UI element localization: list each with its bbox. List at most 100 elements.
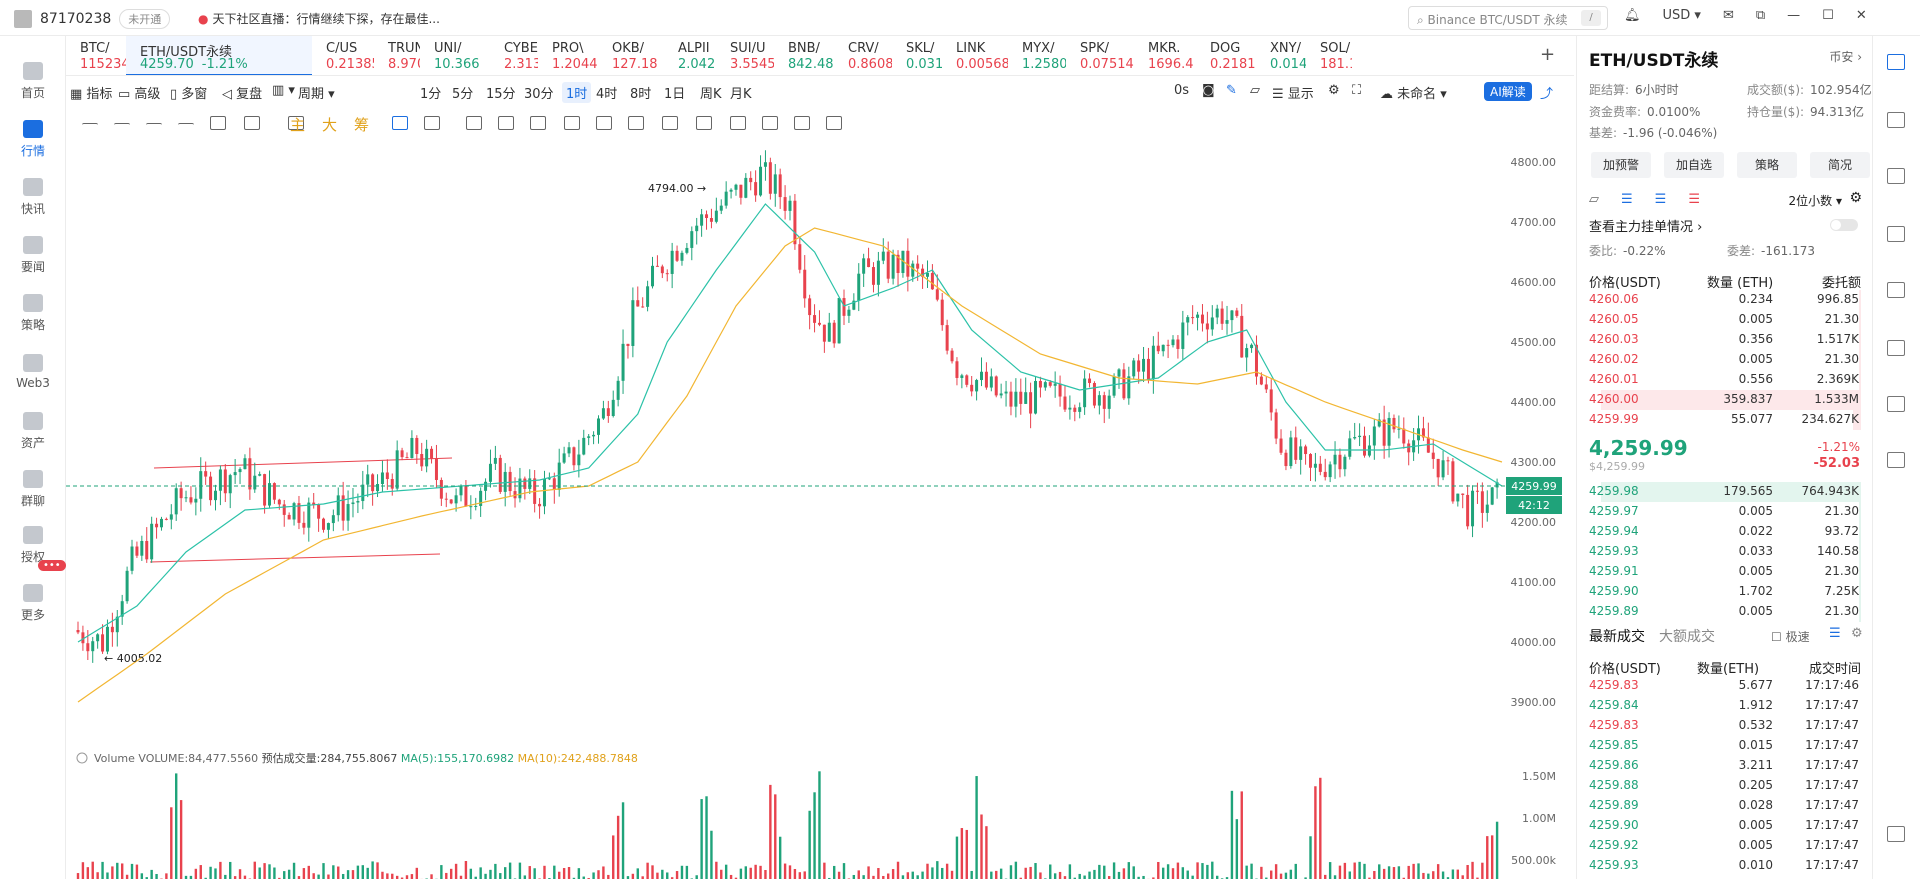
bell-icon[interactable]: 🔔︎ <box>1624 8 1641 23</box>
ticker-tab[interactable]: UNI/10.366 <box>420 36 490 75</box>
tool-11-icon[interactable] <box>762 116 778 130</box>
maximize-icon[interactable]: ☐ <box>1822 8 1834 23</box>
replay-button[interactable]: ◁ 复盘 <box>222 87 263 102</box>
book-both-icon[interactable]: ☰ <box>1621 192 1633 207</box>
ticker-tab[interactable]: C/US0.21385 <box>312 36 374 75</box>
multi-window-button[interactable]: ▯ 多窗 <box>170 87 208 102</box>
tab-latest-trades[interactable]: 最新成交 <box>1589 629 1645 645</box>
draw-tool-0-icon[interactable] <box>82 123 98 137</box>
close-icon[interactable]: ✕ <box>1855 8 1867 23</box>
search-input[interactable]: ⌕ Binance BTC/USDT 永续 / <box>1408 6 1608 30</box>
ask-row[interactable]: 4260.06 0.234 996.85 <box>1589 290 1873 310</box>
draw-tool-5-icon[interactable] <box>244 116 260 130</box>
ob-col-qty[interactable]: 数量 (ETH) <box>1707 276 1774 291</box>
tool-12-icon[interactable] <box>794 116 810 130</box>
interval-3[interactable]: 30分 <box>524 87 554 102</box>
depth-link[interactable]: 查看主力挂单情况 › <box>1589 220 1703 235</box>
settings-icon[interactable]: ⚙ <box>1328 83 1340 98</box>
display-button[interactable]: ☰ 显示 <box>1272 87 1314 102</box>
ticker-tab[interactable]: BNB/842.48 <box>774 36 834 75</box>
ticker-tab[interactable]: PRO\ 1.2044 <box>538 36 598 75</box>
right-tool-0-icon[interactable] <box>1887 54 1905 70</box>
rp-button-0[interactable]: 加预警 <box>1591 152 1651 178</box>
interval-7[interactable]: 1日 <box>664 87 686 102</box>
nav-item-0[interactable]: 首页 <box>0 62 66 101</box>
news-ticker[interactable]: ● 天下社区直播：行情继续下探，存在最佳... <box>198 10 440 27</box>
bid-row[interactable]: 4259.90 1.702 7.25K <box>1589 582 1873 602</box>
nav-item-4[interactable]: 策略 <box>0 294 66 333</box>
draw-tool-6-icon[interactable] <box>288 116 304 130</box>
ask-row[interactable]: 4260.05 0.005 21.30 <box>1589 310 1873 330</box>
bid-row[interactable]: 4259.94 0.022 93.72 <box>1589 522 1873 542</box>
right-tool-2-icon[interactable] <box>1887 168 1905 184</box>
tool-3-icon[interactable] <box>498 116 514 130</box>
ticker-tab[interactable]: CRV/0.8608 <box>834 36 892 75</box>
tool-1-icon[interactable] <box>424 116 440 130</box>
interval-4[interactable]: 1时 <box>562 82 592 103</box>
tool-8-icon[interactable] <box>662 116 678 130</box>
trade-settings-icon[interactable]: ⚙ <box>1851 626 1863 641</box>
tool-13-icon[interactable] <box>826 116 842 130</box>
bid-row[interactable]: 4259.93 0.033 140.58 <box>1589 542 1873 562</box>
share-icon[interactable]: ⤴ <box>1540 87 1554 102</box>
minimize-icon[interactable]: — <box>1787 8 1801 23</box>
tool-9-icon[interactable] <box>696 116 712 130</box>
tool-5-icon[interactable] <box>564 116 580 130</box>
ask-row[interactable]: 4260.03 0.356 1.517K <box>1589 330 1873 350</box>
tool-7-icon[interactable] <box>628 116 644 130</box>
draw-char-1[interactable]: 大 <box>322 116 338 134</box>
interval-0[interactable]: 1分 <box>420 87 442 102</box>
mail-icon[interactable]: ✉ <box>1722 8 1734 23</box>
draw-tool-4-icon[interactable] <box>210 116 226 130</box>
ticker-tab[interactable]: OKB/127.18 <box>598 36 664 75</box>
popout-icon[interactable]: ⧉ <box>1755 8 1766 23</box>
layout-select[interactable]: ☁ 未命名 ▾ <box>1380 87 1447 102</box>
ticker-tab[interactable]: TRUN8.970 - <box>374 36 420 75</box>
draw-tool-2-icon[interactable] <box>146 123 162 137</box>
fast-checkbox[interactable]: ☐ 极速 <box>1771 628 1810 645</box>
fullscreen-icon[interactable]: ⛶ <box>1352 83 1362 98</box>
book-asks-icon[interactable]: ☰ <box>1688 192 1700 207</box>
tool-2-icon[interactable] <box>466 116 482 130</box>
chat-icon[interactable]: ▱ <box>1589 192 1599 207</box>
book-bids-icon[interactable]: ☰ <box>1654 192 1667 207</box>
tool-6-icon[interactable] <box>596 116 612 130</box>
book-settings-icon[interactable]: ⚙ <box>1849 190 1862 206</box>
nav-item-9[interactable]: 更多 <box>0 584 66 623</box>
tr-col-qty[interactable]: 数量(ETH) <box>1697 662 1760 677</box>
comment-icon[interactable]: ▱ <box>1250 83 1260 98</box>
ticker-tab[interactable]: MKR. 1696.4 <box>1134 36 1196 75</box>
ask-row[interactable]: 4260.02 0.005 21.30 <box>1589 350 1873 370</box>
right-tool-4-icon[interactable] <box>1887 282 1905 298</box>
ai-button[interactable]: AI解读 <box>1484 82 1532 101</box>
interval-6[interactable]: 8时 <box>630 87 652 102</box>
ask-row[interactable]: 4259.99 55.077 234.627K <box>1589 410 1873 430</box>
rp-button-3[interactable]: 简况 <box>1810 152 1870 178</box>
price-chart[interactable]: 3900.00 4000.00 4100.00 4200.00 4300.00 4400.… <box>66 140 1574 879</box>
status-badge[interactable]: 未开通 <box>119 9 171 29</box>
right-tool-7-icon[interactable] <box>1887 452 1905 468</box>
currency-select[interactable]: USD ▾ <box>1662 8 1701 23</box>
chart-type-icon[interactable]: ▥ ▾ <box>272 83 295 98</box>
nav-item-2[interactable]: 快讯 <box>0 178 66 217</box>
pen-icon[interactable]: ✎ <box>1226 83 1237 98</box>
bid-row[interactable]: 4259.97 0.005 21.30 <box>1589 502 1873 522</box>
ask-row[interactable]: 4260.00 359.837 1.533M <box>1589 390 1873 410</box>
ticker-tab[interactable]: SKL/0.03170 <box>892 36 942 75</box>
tool-10-icon[interactable] <box>730 116 746 130</box>
interval-2[interactable]: 15分 <box>486 87 516 102</box>
draw-tool-3-icon[interactable] <box>178 123 194 137</box>
right-tool-3-icon[interactable] <box>1887 226 1905 242</box>
right-tool-1-icon[interactable] <box>1887 112 1905 128</box>
tool-4-icon[interactable] <box>530 116 546 130</box>
ob-col-total[interactable]: 委托额 <box>1821 276 1861 291</box>
ticker-tab[interactable]: MYX/1.2580 <box>1008 36 1066 75</box>
rp-button-1[interactable]: 加自选 <box>1664 152 1724 178</box>
interval-1[interactable]: 5分 <box>452 87 474 102</box>
indicator-button[interactable]: ▦ 指标 <box>70 87 113 102</box>
ticker-tab[interactable]: SOL/181.17 <box>1306 36 1352 75</box>
depth-toggle[interactable] <box>1830 219 1858 231</box>
nav-item-7[interactable]: 群聊 <box>0 470 66 509</box>
